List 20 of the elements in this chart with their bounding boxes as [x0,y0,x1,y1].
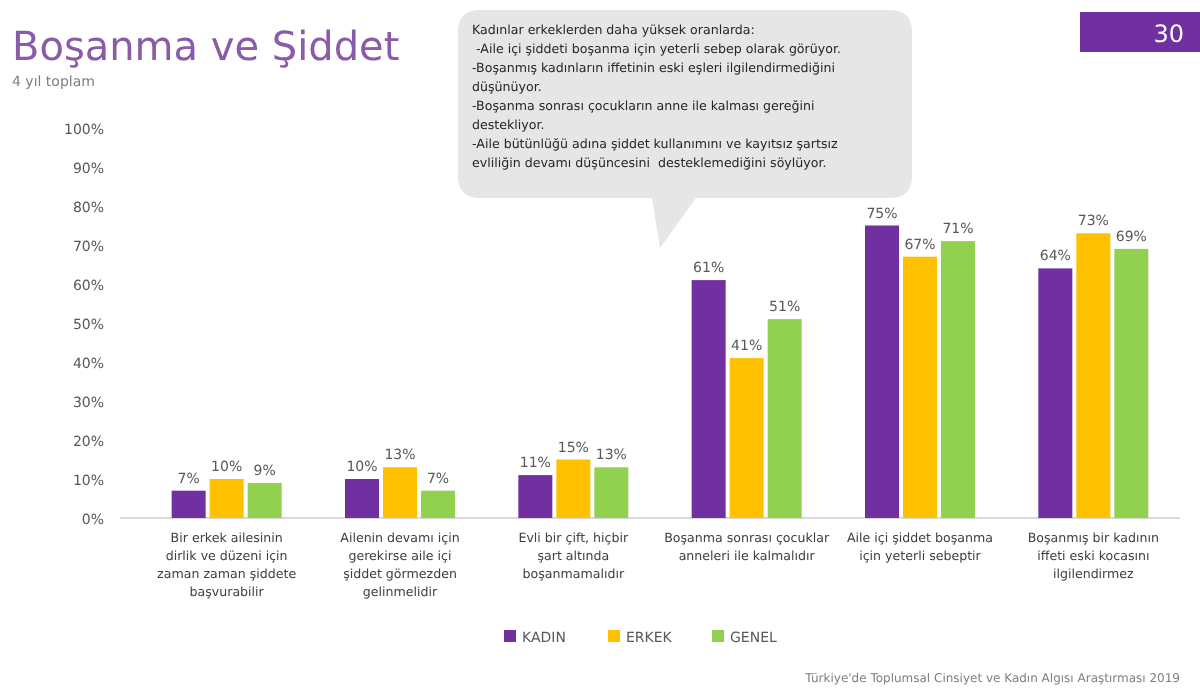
bar [518,475,553,518]
bar [767,319,802,518]
bar [941,241,975,518]
bar [903,256,937,518]
text: 30 [1153,20,1184,48]
chart-title: Boşanma ve Şiddet [12,22,400,70]
bar [1114,248,1149,518]
bar [865,225,899,518]
bar [247,482,282,518]
bar [729,358,764,518]
bar [1038,268,1073,518]
bar [421,490,455,518]
bar [345,479,379,518]
bar [1076,233,1111,518]
bar [209,479,244,518]
bar [383,467,417,518]
bar [691,280,726,518]
bar [556,459,591,518]
bar [594,467,629,518]
bar [171,490,206,518]
